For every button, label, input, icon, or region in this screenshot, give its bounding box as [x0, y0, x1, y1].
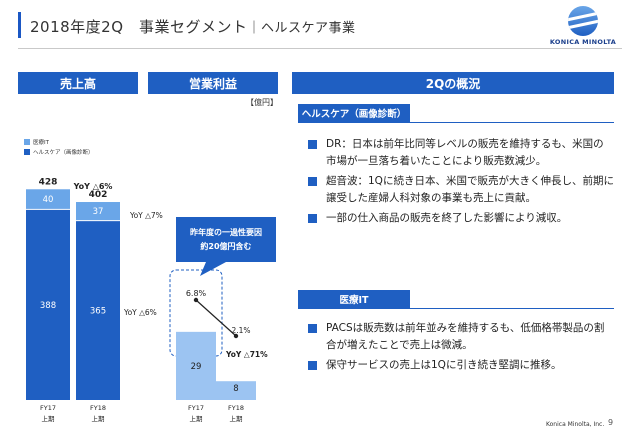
- legend-item-healthcare: ヘルスケア（画像診断）: [24, 148, 94, 156]
- list-item: 一部の仕入商品の販売を終了した影響により減収。: [308, 210, 614, 227]
- legend-swatch-healthcare: [24, 149, 30, 155]
- q2-overview-header: 2Qの概況: [292, 72, 614, 94]
- margin-trend-line: [195, 299, 237, 337]
- globe-logo-icon: [568, 6, 598, 36]
- section-label-healthcare: ヘルスケア（画像診断）: [298, 104, 410, 122]
- margin-label-fy17: 6.8%: [186, 289, 207, 298]
- value-label-op-fy18: 8: [233, 384, 238, 394]
- yoy-total-annotation: YoY △6%: [73, 182, 113, 191]
- value-label-healthcare-fy17: 388: [40, 301, 56, 311]
- op-category-fy18-period: 上期: [230, 414, 244, 423]
- bullet-text: 保守サービスの売上は1Qに引き続き堅調に推移。: [326, 359, 562, 371]
- square-bullet-icon: [308, 140, 317, 149]
- slide-subtitle: ｜ヘルスケア事業: [247, 21, 356, 36]
- callout-bubble: [176, 217, 276, 276]
- bar-op-fy17: [176, 331, 216, 400]
- margin-label-fy18: 2.1%: [231, 326, 250, 335]
- yoy-medical-it-annotation: YoY △7%: [129, 211, 163, 220]
- bar-healthcare-fy17: [26, 209, 70, 400]
- callout-line-1: 昨年度の一過性要因: [190, 227, 262, 237]
- bar-medical-it-fy18: [76, 202, 120, 221]
- square-bullet-icon: [308, 214, 317, 223]
- value-label-op-fy17: 29: [191, 362, 202, 372]
- operating-profit-chart: 29 8 6.8% 2.1% YoY △71% 昨年度の一過性要因 約20億円含…: [169, 217, 276, 423]
- slide-title-main: 2018年度2Q 事業セグメント: [30, 18, 248, 36]
- section-label-medical-it: 医療IT: [298, 290, 410, 308]
- legend-label-healthcare: ヘルスケア（画像診断）: [33, 150, 94, 156]
- bar-op-fy18: [216, 381, 256, 400]
- sales-header: 売上高: [18, 72, 138, 94]
- square-bullet-icon: [308, 324, 317, 333]
- company-logo: KONICA MINOLTA: [548, 6, 618, 46]
- legend-swatch-medical-it: [24, 139, 30, 145]
- bullet-text: 超音波：1Qに続き日本、米国で販売が大きく伸長し、前期に譲受した産婦人科対象の事…: [326, 175, 614, 204]
- op-category-fy17-period: 上期: [190, 414, 204, 423]
- op-category-fy17: FY17: [188, 404, 204, 412]
- medical-it-bullets: PACSは販売数は前年並みを維持するも、低価格帯製品の割合が増えたことで売上は微…: [308, 320, 614, 377]
- slide-title: 2018年度2Q 事業セグメント｜ヘルスケア事業: [30, 16, 356, 37]
- yoy-op-annotation: YoY △71%: [225, 350, 268, 359]
- margin-point-fy18: [233, 333, 239, 339]
- value-label-medical-it-fy17: 40: [43, 195, 54, 205]
- bullet-text: PACSは販売数は前年並みを維持するも、低価格帯製品の割合が増えたことで売上は微…: [326, 322, 605, 351]
- bar-medical-it-fy17: [26, 189, 70, 209]
- sales-category-fy18-period: 上期: [92, 414, 106, 423]
- list-item: 保守サービスの売上は1Qに引き続き堅調に推移。: [308, 357, 614, 374]
- segment-charts: 428 402 40 37 388 365 YoY △6% YoY △7% Yo…: [26, 177, 276, 423]
- footer-brand: Konica Minolta, Inc.: [546, 421, 605, 428]
- value-label-healthcare-fy18: 365: [90, 307, 106, 317]
- healthcare-bullets: DR：日本は前年比同等レベルの販売を維持するも、米国の市場が一旦落ち着いたことに…: [308, 136, 614, 230]
- sales-category-fy18: FY18: [90, 404, 106, 412]
- operating-profit-header: 営業利益: [148, 72, 278, 94]
- square-bullet-icon: [308, 361, 317, 370]
- value-label-medical-it-fy18: 37: [93, 207, 104, 217]
- chart-legend: 医療IT ヘルスケア（画像診断）: [24, 138, 94, 158]
- sales-chart: 428 402 40 37 388 365 YoY △6% YoY △7% Yo…: [26, 177, 163, 423]
- section-divider-healthcare: [298, 122, 614, 123]
- callout-line-2: 約20億円含む: [200, 241, 251, 251]
- bullet-text: 一部の仕入商品の販売を終了した影響により減収。: [326, 212, 568, 224]
- list-item: 超音波：1Qに続き日本、米国で販売が大きく伸長し、前期に譲受した産婦人科対象の事…: [308, 173, 614, 207]
- op-category-fy18: FY18: [228, 404, 244, 412]
- title-accent: [18, 12, 21, 38]
- list-item: DR：日本は前年比同等レベルの販売を維持するも、米国の市場が一旦落ち着いたことに…: [308, 136, 614, 170]
- margin-point-fy17: [193, 297, 199, 303]
- section-divider-medical-it: [298, 308, 614, 309]
- yoy-healthcare-annotation: YoY △6%: [123, 308, 157, 317]
- page-number: 9: [608, 418, 614, 427]
- unit-label: 【億円】: [246, 98, 278, 107]
- bar-healthcare-fy18: [76, 221, 120, 400]
- sales-category-fy17: FY17: [40, 404, 56, 412]
- square-bullet-icon: [308, 177, 317, 186]
- title-divider: [18, 48, 622, 49]
- list-item: PACSは販売数は前年並みを維持するも、低価格帯製品の割合が増えたことで売上は微…: [308, 320, 614, 354]
- bullet-text: DR：日本は前年比同等レベルの販売を維持するも、米国の市場が一旦落ち着いたことに…: [326, 138, 604, 167]
- legend-item-medical-it: 医療IT: [24, 138, 94, 146]
- total-label-fy18: 402: [89, 190, 108, 200]
- logo-text: KONICA MINOLTA: [549, 38, 617, 46]
- title-bar: 2018年度2Q 事業セグメント｜ヘルスケア事業 KONICA MINOLTA: [0, 0, 640, 50]
- sales-category-fy17-period: 上期: [42, 414, 56, 423]
- legend-label-medical-it: 医療IT: [33, 140, 49, 146]
- total-label-fy17: 428: [39, 177, 58, 187]
